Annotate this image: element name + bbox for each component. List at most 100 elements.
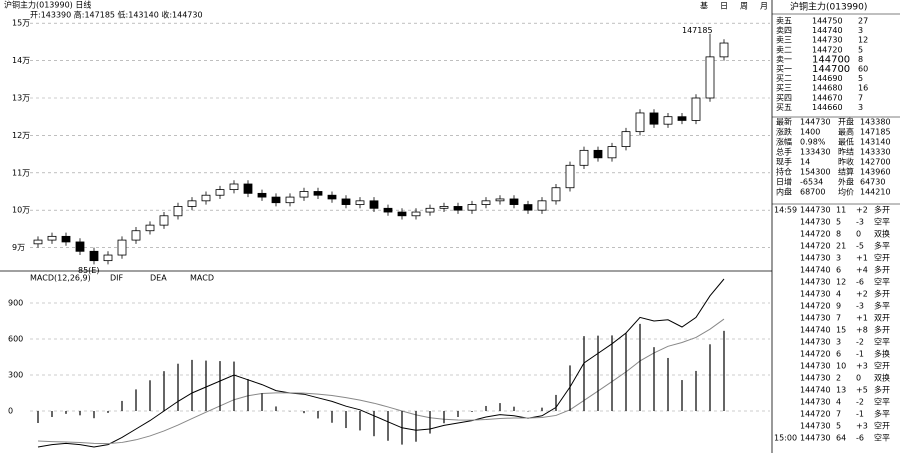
trade-cell: +1 (856, 314, 868, 323)
order-book-cell: 卖三 (776, 36, 792, 45)
candle-body (509, 198, 519, 205)
order-book-cell: 卖四 (776, 26, 792, 35)
trade-cell: 144730 (800, 218, 831, 227)
order-book-cell: 买一 (776, 65, 792, 74)
y-tick-label: 600 (8, 335, 23, 344)
stat-cell: 14 (800, 158, 810, 167)
trade-cell: 144730 (800, 278, 831, 287)
candle-body (397, 211, 407, 217)
trade-cell: -6 (856, 278, 864, 287)
trade-cell: +4 (856, 266, 868, 275)
trade-cell: 10 (836, 362, 846, 371)
candle-body (103, 254, 113, 262)
stat-cell: 最高 (838, 127, 854, 137)
candle-body (635, 112, 645, 133)
trade-cell: +2 (856, 206, 868, 215)
order-book-cell: 买四 (776, 93, 792, 102)
candle-body (691, 97, 701, 121)
trade-cell: 144730 (800, 206, 831, 215)
trade-cell: 空平 (874, 397, 890, 407)
stat-cell: 涨跌 (776, 127, 792, 137)
trade-cell: 6 (836, 350, 841, 359)
candle-body (495, 198, 505, 202)
candle-body (705, 56, 715, 99)
stat-cell: 64730 (860, 178, 885, 187)
stat-cell: 133430 (800, 148, 831, 157)
trade-cell: 144730 (800, 374, 831, 383)
trade-cell: 144740 (800, 266, 831, 275)
candle-body (299, 191, 309, 198)
stat-cell: 均价 (838, 187, 854, 197)
candle-body (117, 239, 127, 256)
order-book-cell: 144730 (812, 36, 843, 45)
order-book-cell: 买二 (776, 74, 792, 83)
y-tick-label: 12万 (12, 131, 30, 140)
order-book-cell: 60 (858, 65, 868, 74)
indicator-line (37, 318, 725, 445)
trade-cell: 0 (856, 374, 861, 383)
trade-cell: 双开 (874, 314, 890, 323)
trade-cell: 空平 (874, 277, 890, 287)
order-book-cell: 3 (858, 26, 863, 35)
stat-cell: 现手 (776, 157, 792, 167)
period-tab[interactable]: 基 (700, 1, 708, 11)
trade-cell: 14:59 (774, 206, 797, 215)
trade-cell: 多开 (874, 265, 890, 275)
trade-cell: 144730 (800, 434, 831, 443)
candle-body (173, 206, 183, 217)
indicator-title: MACD(12,26,9) (30, 274, 91, 283)
order-book-cell: 27 (858, 17, 868, 26)
candle-body (481, 200, 491, 205)
candle-body (145, 224, 155, 232)
trade-cell: +2 (856, 290, 868, 299)
trade-cell: 空开 (874, 421, 890, 431)
trade-cell: -3 (856, 302, 864, 311)
trade-cell: 144730 (800, 290, 831, 299)
trade-cell: -3 (856, 218, 864, 227)
candle-body (271, 196, 281, 204)
period-tab[interactable]: 周 (740, 2, 748, 11)
y-tick-label: 15万 (12, 19, 30, 28)
stat-cell: 143960 (860, 168, 891, 177)
candle-body (719, 42, 729, 58)
candle-body (327, 194, 337, 200)
order-book-cell: 卖一 (776, 55, 792, 64)
legend-entry: DEA (150, 274, 167, 283)
trade-cell: 3 (836, 254, 841, 263)
period-tab[interactable]: 日 (720, 2, 728, 11)
candle-body (313, 191, 323, 196)
trade-cell: 15 (836, 326, 846, 335)
trade-cell: -6 (856, 434, 864, 443)
trade-cell: 空平 (874, 217, 890, 227)
order-book-cell: 卖二 (776, 45, 792, 54)
stat-cell: 持仓 (776, 167, 792, 177)
candle-body (439, 206, 449, 209)
stat-cell: 143330 (860, 148, 891, 157)
order-book-cell: 卖五 (776, 17, 792, 26)
y-tick-label: 0 (8, 407, 13, 416)
candle-body (467, 204, 477, 211)
trade-cell: +3 (856, 422, 868, 431)
stat-cell: 涨幅 (776, 137, 792, 147)
trade-cell: 144730 (800, 362, 831, 371)
order-book-cell: 5 (858, 74, 863, 83)
order-book-cell: 144680 (812, 84, 843, 93)
stat-cell: 68700 (800, 188, 825, 197)
candle-body (243, 183, 253, 194)
stat-cell: -6534 (800, 178, 823, 187)
stat-cell: 144210 (860, 188, 891, 197)
order-book-cell: 144670 (812, 93, 843, 102)
bar-info: 开:143390 高:147185 低:143140 收:144730 (30, 10, 203, 20)
trade-cell: 2 (836, 374, 841, 383)
y-tick-label: 300 (8, 371, 23, 380)
trade-cell: 5 (836, 218, 841, 227)
candle-body (131, 230, 141, 241)
trade-cell: 多换 (874, 349, 890, 359)
period-tab[interactable]: 月 (760, 2, 768, 11)
candle-body (565, 164, 575, 189)
order-book-cell: 144690 (812, 74, 843, 83)
price-annotation: 85(E) (78, 266, 99, 275)
trade-cell: 6 (836, 266, 841, 275)
trade-cell: 5 (836, 422, 841, 431)
candle-body (677, 116, 687, 121)
